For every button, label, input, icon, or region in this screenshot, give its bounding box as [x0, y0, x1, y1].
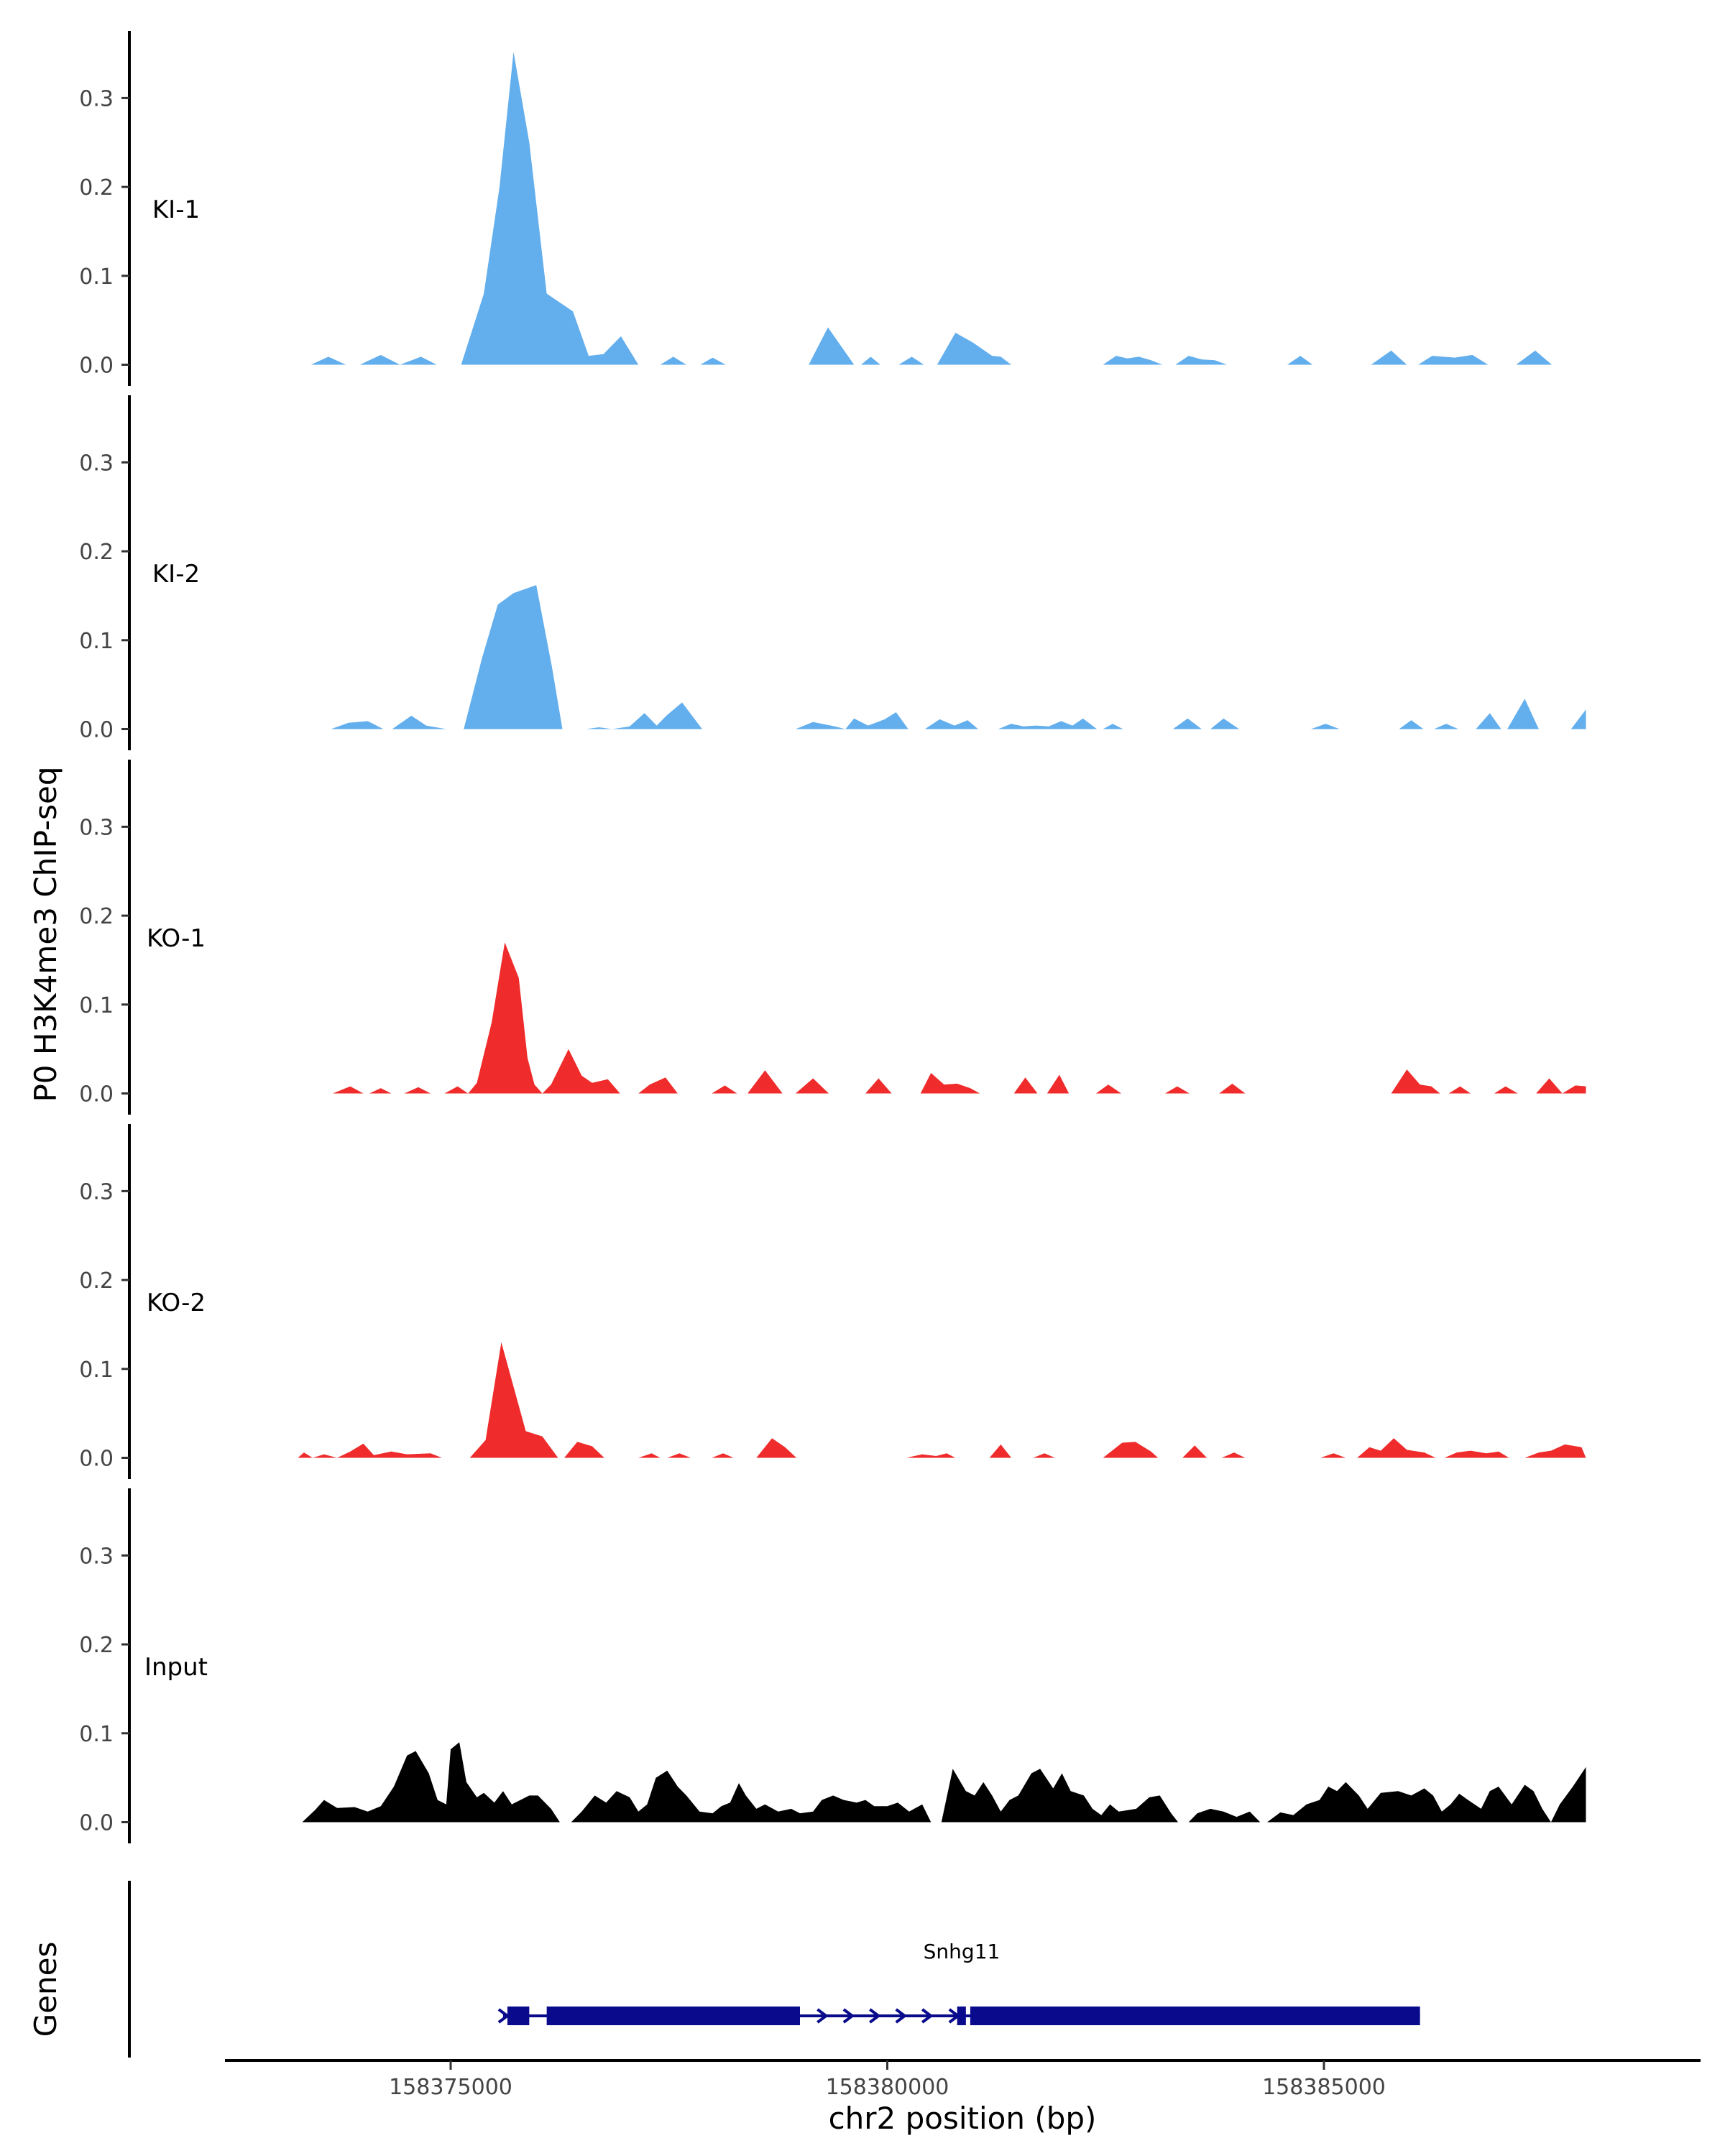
y-tick-label: 0.1	[79, 993, 114, 1018]
x-tick-label: 158380000	[826, 2075, 949, 2100]
y-axis-title: P0 H3K4me3 ChIP-seq	[28, 766, 63, 1102]
track-label: KO-2	[147, 1289, 206, 1317]
signal-area-input	[302, 1742, 1586, 1823]
signal-tracks: 0.00.10.20.3KI-10.00.10.20.3KI-20.00.10.…	[79, 31, 1586, 1843]
y-tick-label: 0.3	[79, 451, 114, 476]
y-tick-label: 0.0	[79, 1811, 114, 1836]
strand-arrow	[842, 2008, 855, 2024]
strand-arrow	[497, 2008, 510, 2024]
gene-name-label: Snhg11	[924, 1940, 1000, 1963]
strand-arrow	[816, 2008, 829, 2024]
y-tick-label: 0.2	[79, 175, 114, 201]
strand-arrow	[948, 2008, 961, 2024]
track-ki-1: 0.0 0.1 0.2 0.3 KI-1	[79, 31, 1552, 386]
y-tick-label: 0.2	[79, 540, 114, 565]
gene-model: Snhg11	[497, 1940, 1420, 2025]
gene-panel: Genes Snhg11	[28, 1881, 1420, 2058]
y-tick-label: 0.3	[79, 1544, 114, 1569]
y-tick-label: 0.2	[79, 904, 114, 929]
y-tick-label: 0.1	[79, 629, 114, 654]
track-ko-2: 0.0 0.1 0.2 0.3 KO-2	[79, 1124, 1586, 1479]
track-label: KO-1	[147, 924, 206, 953]
y-tick-label: 0.0	[79, 1082, 114, 1107]
y-tick-label: 0.0	[79, 718, 114, 743]
genes-track-label: Genes	[28, 1942, 63, 2037]
y-tick-label: 0.3	[79, 86, 114, 111]
track-ki-2: 0.0 0.1 0.2 0.3 KI-2	[79, 395, 1586, 750]
x-axis-title: chr2 position (bp)	[829, 2101, 1097, 2136]
track-ko-1: 0.0 0.1 0.2 0.3 KO-1	[79, 760, 1586, 1115]
x-tick-label: 158375000	[389, 2075, 512, 2100]
track-input: 0.0 0.1 0.2 0.3 Input	[79, 1488, 1586, 1843]
y-tick-label: 0.1	[79, 1358, 114, 1383]
gene-exon	[970, 2007, 1420, 2025]
y-tick-label: 0.1	[79, 264, 114, 290]
y-tick-label: 0.3	[79, 815, 114, 840]
gene-exon	[546, 2007, 800, 2025]
y-tick-label: 0.2	[79, 1268, 114, 1294]
gene-exon	[507, 2007, 530, 2025]
gene-exon	[957, 2007, 966, 2025]
y-tick-label: 0.1	[79, 1722, 114, 1747]
y-tick-label: 0.2	[79, 1633, 114, 1658]
x-axis: 158375000 158380000 158385000	[225, 2059, 1701, 2100]
track-label: Input	[144, 1653, 208, 1682]
strand-arrow	[869, 2008, 881, 2024]
track-label: KI-2	[152, 560, 200, 589]
strand-arrow	[895, 2008, 908, 2024]
x-tick-label: 158385000	[1262, 2075, 1386, 2100]
y-tick-label: 0.0	[79, 1447, 114, 1472]
y-tick-label: 0.3	[79, 1179, 114, 1204]
strand-arrow	[921, 2008, 934, 2024]
track-label: KI-1	[152, 195, 200, 224]
y-tick-label: 0.0	[79, 354, 114, 379]
